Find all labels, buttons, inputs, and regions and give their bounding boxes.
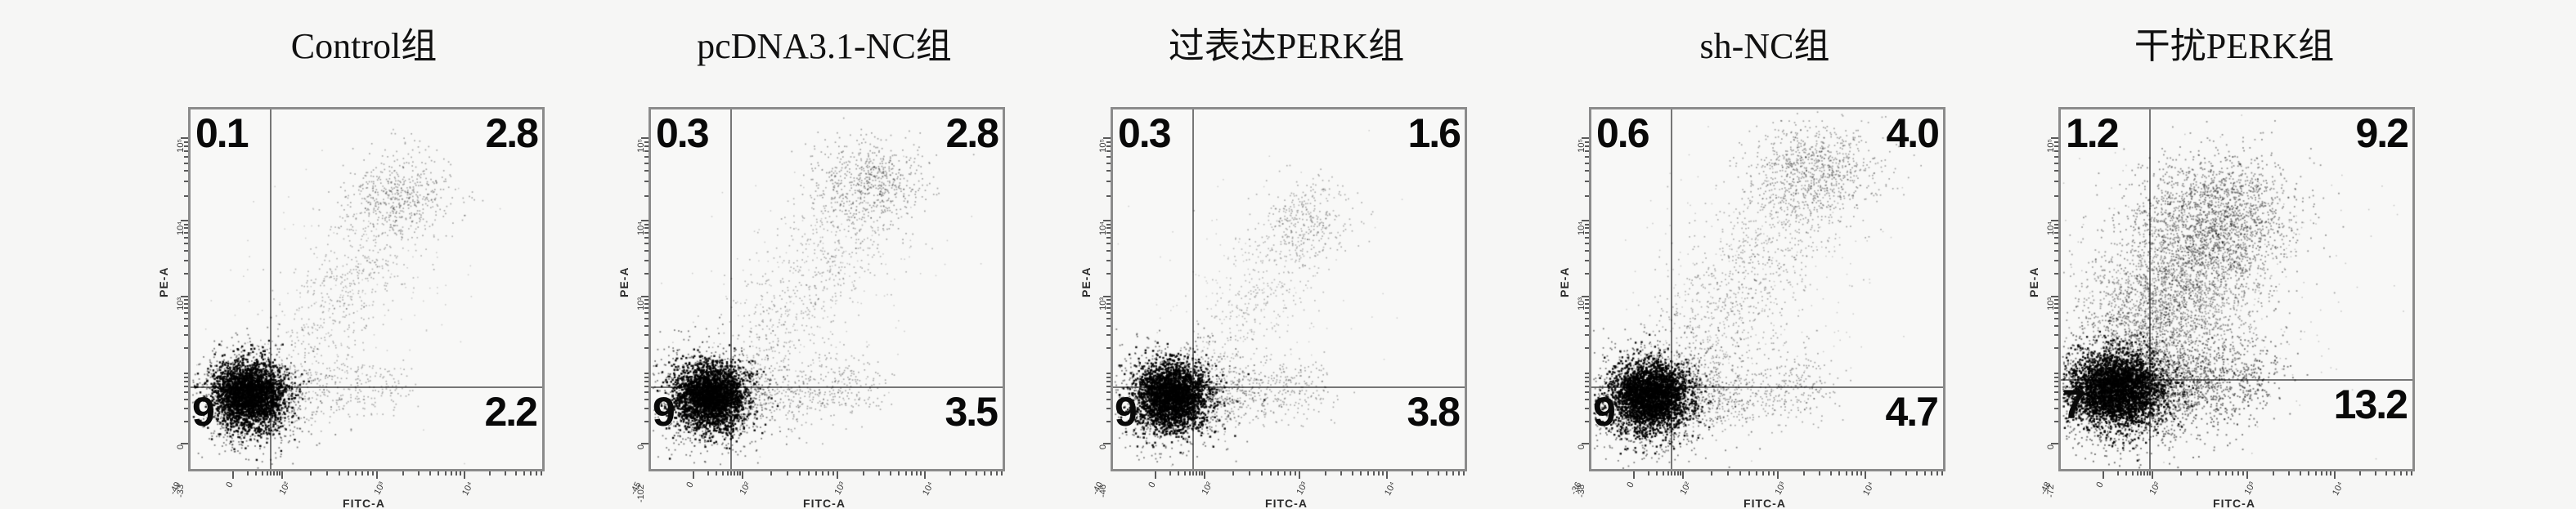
x-axis-label: FITC-A bbox=[1744, 497, 1786, 509]
panel-title: sh-NC组 bbox=[1699, 26, 1830, 66]
quadrant-value-upper-right: 2.8 bbox=[485, 110, 539, 156]
quadrant-value-lower-right: 13.2 bbox=[2333, 382, 2408, 427]
quadrant-value-upper-left: 1.2 bbox=[2066, 110, 2120, 156]
plot-area: 0.6 4.0 9 4.7 10⁵ 10⁴ 10³ 0 -38 0 10² 10³ 10⁴ -3… bbox=[1569, 107, 1945, 498]
scatter-dots bbox=[191, 109, 542, 469]
plot-area: 1.2 9.2 7 13.2 10⁵ 10⁴ 10³ 0 -72 0 10² 10³ 10⁴ -… bbox=[2039, 107, 2415, 498]
quadrant-value-upper-right: 4.0 bbox=[1886, 110, 1940, 156]
quadrant-value-upper-left: 0.3 bbox=[656, 110, 710, 156]
quadrant-value-upper-left: 0.3 bbox=[1118, 110, 1172, 156]
x-axis-label: FITC-A bbox=[2213, 497, 2255, 509]
y-axis-label: PE-A bbox=[1558, 266, 1571, 297]
plot-area: 0.1 2.8 9 2.2 10⁵ 10⁴ 10³ 0 -33 0 10² 10³ 10⁴ -4… bbox=[168, 107, 545, 498]
panel-title: 干扰PERK组 bbox=[2134, 26, 2335, 66]
flow-panel-control: Control组 PE-A 0.1 2.8 9 2.2 10⁵ 10⁴ 10³ 0 -3… bbox=[65, 13, 581, 509]
quadrant-value-upper-right: 2.8 bbox=[945, 110, 999, 156]
x-axis-label: FITC-A bbox=[1265, 497, 1308, 509]
panel-title: Control组 bbox=[290, 26, 438, 66]
quadrant-value-upper-left: 0.6 bbox=[1596, 110, 1650, 156]
quadrant-value-upper-left: 0.1 bbox=[195, 110, 249, 156]
x-axis-label: FITC-A bbox=[803, 497, 846, 509]
quadrant-value-lower-left: 9 bbox=[653, 388, 675, 435]
flow-panel-pcdna-nc: pcDNA3.1-NC组 PE-A 0.3 2.8 9 3.5 10⁵ 10⁴ 10… bbox=[526, 13, 1041, 509]
panel-title: 过表达PERK组 bbox=[1168, 26, 1405, 66]
quadrant-value-upper-right: 9.2 bbox=[2355, 110, 2409, 156]
flow-panel-perk-interference: 干扰PERK组 PE-A 1.2 9.2 7 13.2 10⁵ 10⁴ 10³ 0 -7… bbox=[1936, 13, 2451, 509]
quadrant-value-lower-left: 9 bbox=[1593, 388, 1616, 435]
y-axis-label: PE-A bbox=[157, 266, 170, 297]
quadrant-value-lower-right: 2.2 bbox=[484, 388, 538, 435]
y-axis-label: PE-A bbox=[1079, 266, 1093, 297]
quadrant-value-lower-left: 9 bbox=[192, 388, 215, 435]
y-axis-label: PE-A bbox=[617, 266, 631, 297]
x-axis-label: FITC-A bbox=[343, 497, 385, 509]
flow-panel-sh-nc: sh-NC组 PE-A 0.6 4.0 9 4.7 10⁵ 10⁴ 10³ 0 -38 … bbox=[1466, 13, 1981, 509]
flow-panel-perk-overexpression: 过表达PERK组 PE-A 0.3 1.6 9 3.8 10⁵ 10⁴ 10³ 0 -4… bbox=[988, 13, 1503, 509]
scatter-dots bbox=[651, 109, 1003, 469]
plot-area: 0.3 2.8 9 3.5 10⁵ 10⁴ 10³ 0 -102 0 10² 10³ 10⁴ -… bbox=[629, 107, 1005, 502]
quadrant-value-lower-right: 4.7 bbox=[1885, 388, 1939, 435]
quadrant-value-lower-left: 7 bbox=[2062, 382, 2085, 427]
quadrant-value-lower-right: 3.5 bbox=[945, 388, 999, 435]
plot-area: 0.3 1.6 9 3.8 10⁵ 10⁴ 10³ 0 -46 0 10² 10³ 10⁴ -4… bbox=[1091, 107, 1467, 498]
quadrant-value-upper-right: 1.6 bbox=[1407, 110, 1461, 156]
quadrant-value-lower-left: 9 bbox=[1115, 388, 1138, 435]
scatter-dots bbox=[2061, 109, 2412, 469]
panel-title: pcDNA3.1-NC组 bbox=[697, 26, 952, 66]
y-axis-label: PE-A bbox=[2027, 266, 2040, 297]
scatter-dots bbox=[1591, 109, 1943, 469]
scatter-dots bbox=[1113, 109, 1465, 469]
quadrant-value-lower-right: 3.8 bbox=[1407, 388, 1461, 435]
